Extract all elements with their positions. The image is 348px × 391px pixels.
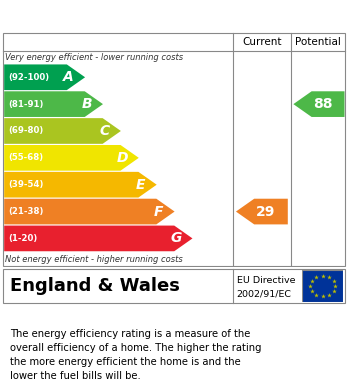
Text: (55-68): (55-68) <box>8 153 44 162</box>
Text: (69-80): (69-80) <box>8 126 44 136</box>
Polygon shape <box>293 91 345 117</box>
Text: (21-38): (21-38) <box>8 207 44 216</box>
Text: E: E <box>135 178 145 192</box>
Text: The energy efficiency rating is a measure of the
overall efficiency of a home. T: The energy efficiency rating is a measur… <box>10 329 262 381</box>
Polygon shape <box>4 145 139 171</box>
Text: Very energy efficient - lower running costs: Very energy efficient - lower running co… <box>5 53 183 62</box>
Polygon shape <box>236 199 288 224</box>
Polygon shape <box>4 65 85 90</box>
Text: Energy Efficiency Rating: Energy Efficiency Rating <box>14 9 224 23</box>
Text: B: B <box>81 97 92 111</box>
Polygon shape <box>4 172 157 197</box>
Text: 2002/91/EC: 2002/91/EC <box>237 289 292 298</box>
Text: (39-54): (39-54) <box>8 180 44 189</box>
Text: (81-91): (81-91) <box>8 100 44 109</box>
Polygon shape <box>4 118 121 144</box>
Polygon shape <box>4 226 192 251</box>
Text: England & Wales: England & Wales <box>10 277 180 295</box>
Polygon shape <box>4 199 175 224</box>
Polygon shape <box>4 91 103 117</box>
Text: A: A <box>63 70 74 84</box>
Text: Current: Current <box>242 37 282 47</box>
Text: 29: 29 <box>256 204 275 219</box>
Text: (1-20): (1-20) <box>8 234 38 243</box>
Text: F: F <box>153 204 163 219</box>
Text: 88: 88 <box>313 97 332 111</box>
Text: D: D <box>117 151 128 165</box>
Text: G: G <box>171 231 182 246</box>
Text: C: C <box>100 124 110 138</box>
Text: EU Directive: EU Directive <box>237 276 295 285</box>
Text: Not energy efficient - higher running costs: Not energy efficient - higher running co… <box>5 255 183 264</box>
Text: Potential: Potential <box>295 37 341 47</box>
Text: (92-100): (92-100) <box>8 73 49 82</box>
